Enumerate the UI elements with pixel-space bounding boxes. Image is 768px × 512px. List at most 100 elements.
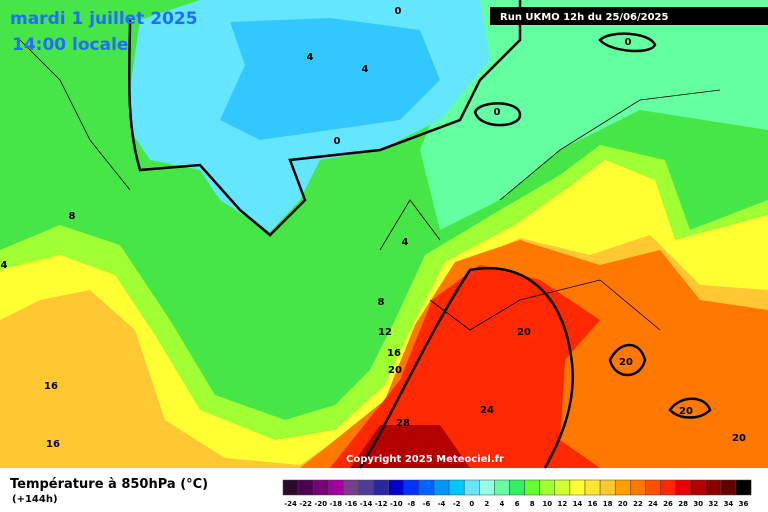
- tick-label: 34: [724, 500, 734, 508]
- swatch: [539, 479, 556, 496]
- tick-label: 22: [633, 500, 643, 508]
- swatch: [358, 479, 374, 496]
- time: 14:00 locale: [12, 35, 128, 55]
- tick-label: -16: [345, 500, 358, 508]
- contour-label: 0: [625, 37, 632, 48]
- swatch: [463, 479, 480, 496]
- swatch: [509, 479, 525, 496]
- swatch: [403, 479, 420, 496]
- contour-label: 8: [378, 297, 385, 308]
- tick-label: 2: [484, 500, 489, 508]
- swatch: [479, 479, 495, 496]
- swatch: [343, 479, 359, 496]
- swatch: [524, 479, 540, 496]
- tick-label: -10: [390, 500, 403, 508]
- swatch: [660, 479, 676, 496]
- contour-label: 4: [1, 260, 8, 271]
- contour: [127, 0, 522, 237]
- contour-label: 16: [44, 381, 58, 392]
- swatch: [690, 479, 707, 496]
- tick-label: -12: [375, 500, 388, 508]
- contour-labels: 0 4 4 0 0 0 8 4 4 8 12 16 20 20 20 16 16 24 28 20 20: [1, 6, 746, 450]
- contour-label: 4: [402, 237, 409, 248]
- tick-label: 4: [500, 500, 505, 508]
- swatch: [584, 479, 601, 496]
- contour-label: 20: [388, 365, 402, 376]
- tick-label: -14: [360, 500, 373, 508]
- tick-label: 20: [618, 500, 628, 508]
- contour-label: 16: [387, 348, 401, 359]
- colorbar: -24 -22 -20 -18 -16 -14 -12 -10 -8 -6 -4 -2 0 2 4 6 8 10 1…: [282, 479, 752, 508]
- swatch: [630, 479, 646, 496]
- tick-label: -20: [314, 500, 327, 508]
- coast: [19, 39, 721, 331]
- swatch: [720, 479, 737, 496]
- map: 0 4 4 0 0 0 8 4 4 8 12 16 20 20 20 16 16 24 28 20 20 Copyrig…: [0, 0, 768, 469]
- coastlines: [19, 39, 721, 331]
- contour-label: 24: [480, 405, 494, 416]
- tick-label: 18: [603, 500, 613, 508]
- tick-label: -18: [330, 500, 343, 508]
- swatch: [645, 479, 661, 496]
- tick-label: -6: [423, 500, 431, 508]
- region: [420, 0, 768, 230]
- tick-label: 32: [708, 500, 718, 508]
- tick-label: 14: [573, 500, 583, 508]
- swatch: [297, 479, 314, 496]
- tick-label: 36: [739, 500, 749, 508]
- contour-label: 20: [517, 327, 531, 338]
- contour: [668, 397, 712, 419]
- contour-label: 0: [494, 107, 501, 118]
- lead-time: (+144h): [12, 494, 58, 505]
- tick-label: 16: [588, 500, 598, 508]
- region: [350, 425, 470, 468]
- copyright: Copyright 2025 Meteociel.fr: [346, 454, 504, 465]
- swatch: [569, 479, 586, 496]
- swatch: [614, 479, 631, 496]
- tick-label: -4: [438, 500, 446, 508]
- swatch: [448, 479, 465, 496]
- tick-label: -8: [407, 500, 415, 508]
- contour: [598, 32, 657, 53]
- contour-label: 20: [732, 433, 746, 444]
- tick-label: -24: [284, 500, 297, 508]
- contour: [358, 266, 574, 469]
- tick-label: 30: [693, 500, 703, 508]
- contour-label: 4: [362, 64, 369, 75]
- region: [330, 265, 600, 468]
- swatch: [675, 479, 691, 496]
- tick-label: 0: [469, 500, 474, 508]
- swatch: [705, 479, 722, 496]
- swatch: [373, 479, 389, 496]
- swatch: [554, 479, 571, 496]
- contour-label: 28: [396, 418, 410, 429]
- swatch: [388, 479, 405, 496]
- tick-label: -22: [299, 500, 312, 508]
- swatch: [433, 479, 450, 496]
- swatch: [735, 479, 752, 496]
- swatch: [494, 479, 510, 496]
- tick-label: 26: [663, 500, 673, 508]
- contour-label: 0: [395, 6, 402, 17]
- tick-label: 28: [678, 500, 688, 508]
- date: mardi 1 juillet 2025: [10, 9, 198, 29]
- run: Run UKMO 12h du 25/06/2025: [500, 12, 669, 23]
- swatch: [282, 479, 299, 496]
- contour: [608, 343, 647, 377]
- tick-label: -2: [453, 500, 461, 508]
- contour-label: 8: [69, 211, 76, 222]
- run-box: [490, 7, 768, 25]
- contour-label: 12: [378, 327, 392, 338]
- swatch: [312, 479, 329, 496]
- tick-label: 6: [515, 500, 520, 508]
- swatch: [328, 479, 344, 496]
- tick-label: 24: [648, 500, 658, 508]
- tick-label: 10: [542, 500, 552, 508]
- legend-title: Température à 850hPa (°C): [10, 477, 208, 492]
- tick-label: 8: [530, 500, 535, 508]
- contour-lines: [127, 0, 712, 469]
- contour-label: 0: [334, 136, 341, 147]
- tick-label: 12: [557, 500, 567, 508]
- swatch: [599, 479, 616, 496]
